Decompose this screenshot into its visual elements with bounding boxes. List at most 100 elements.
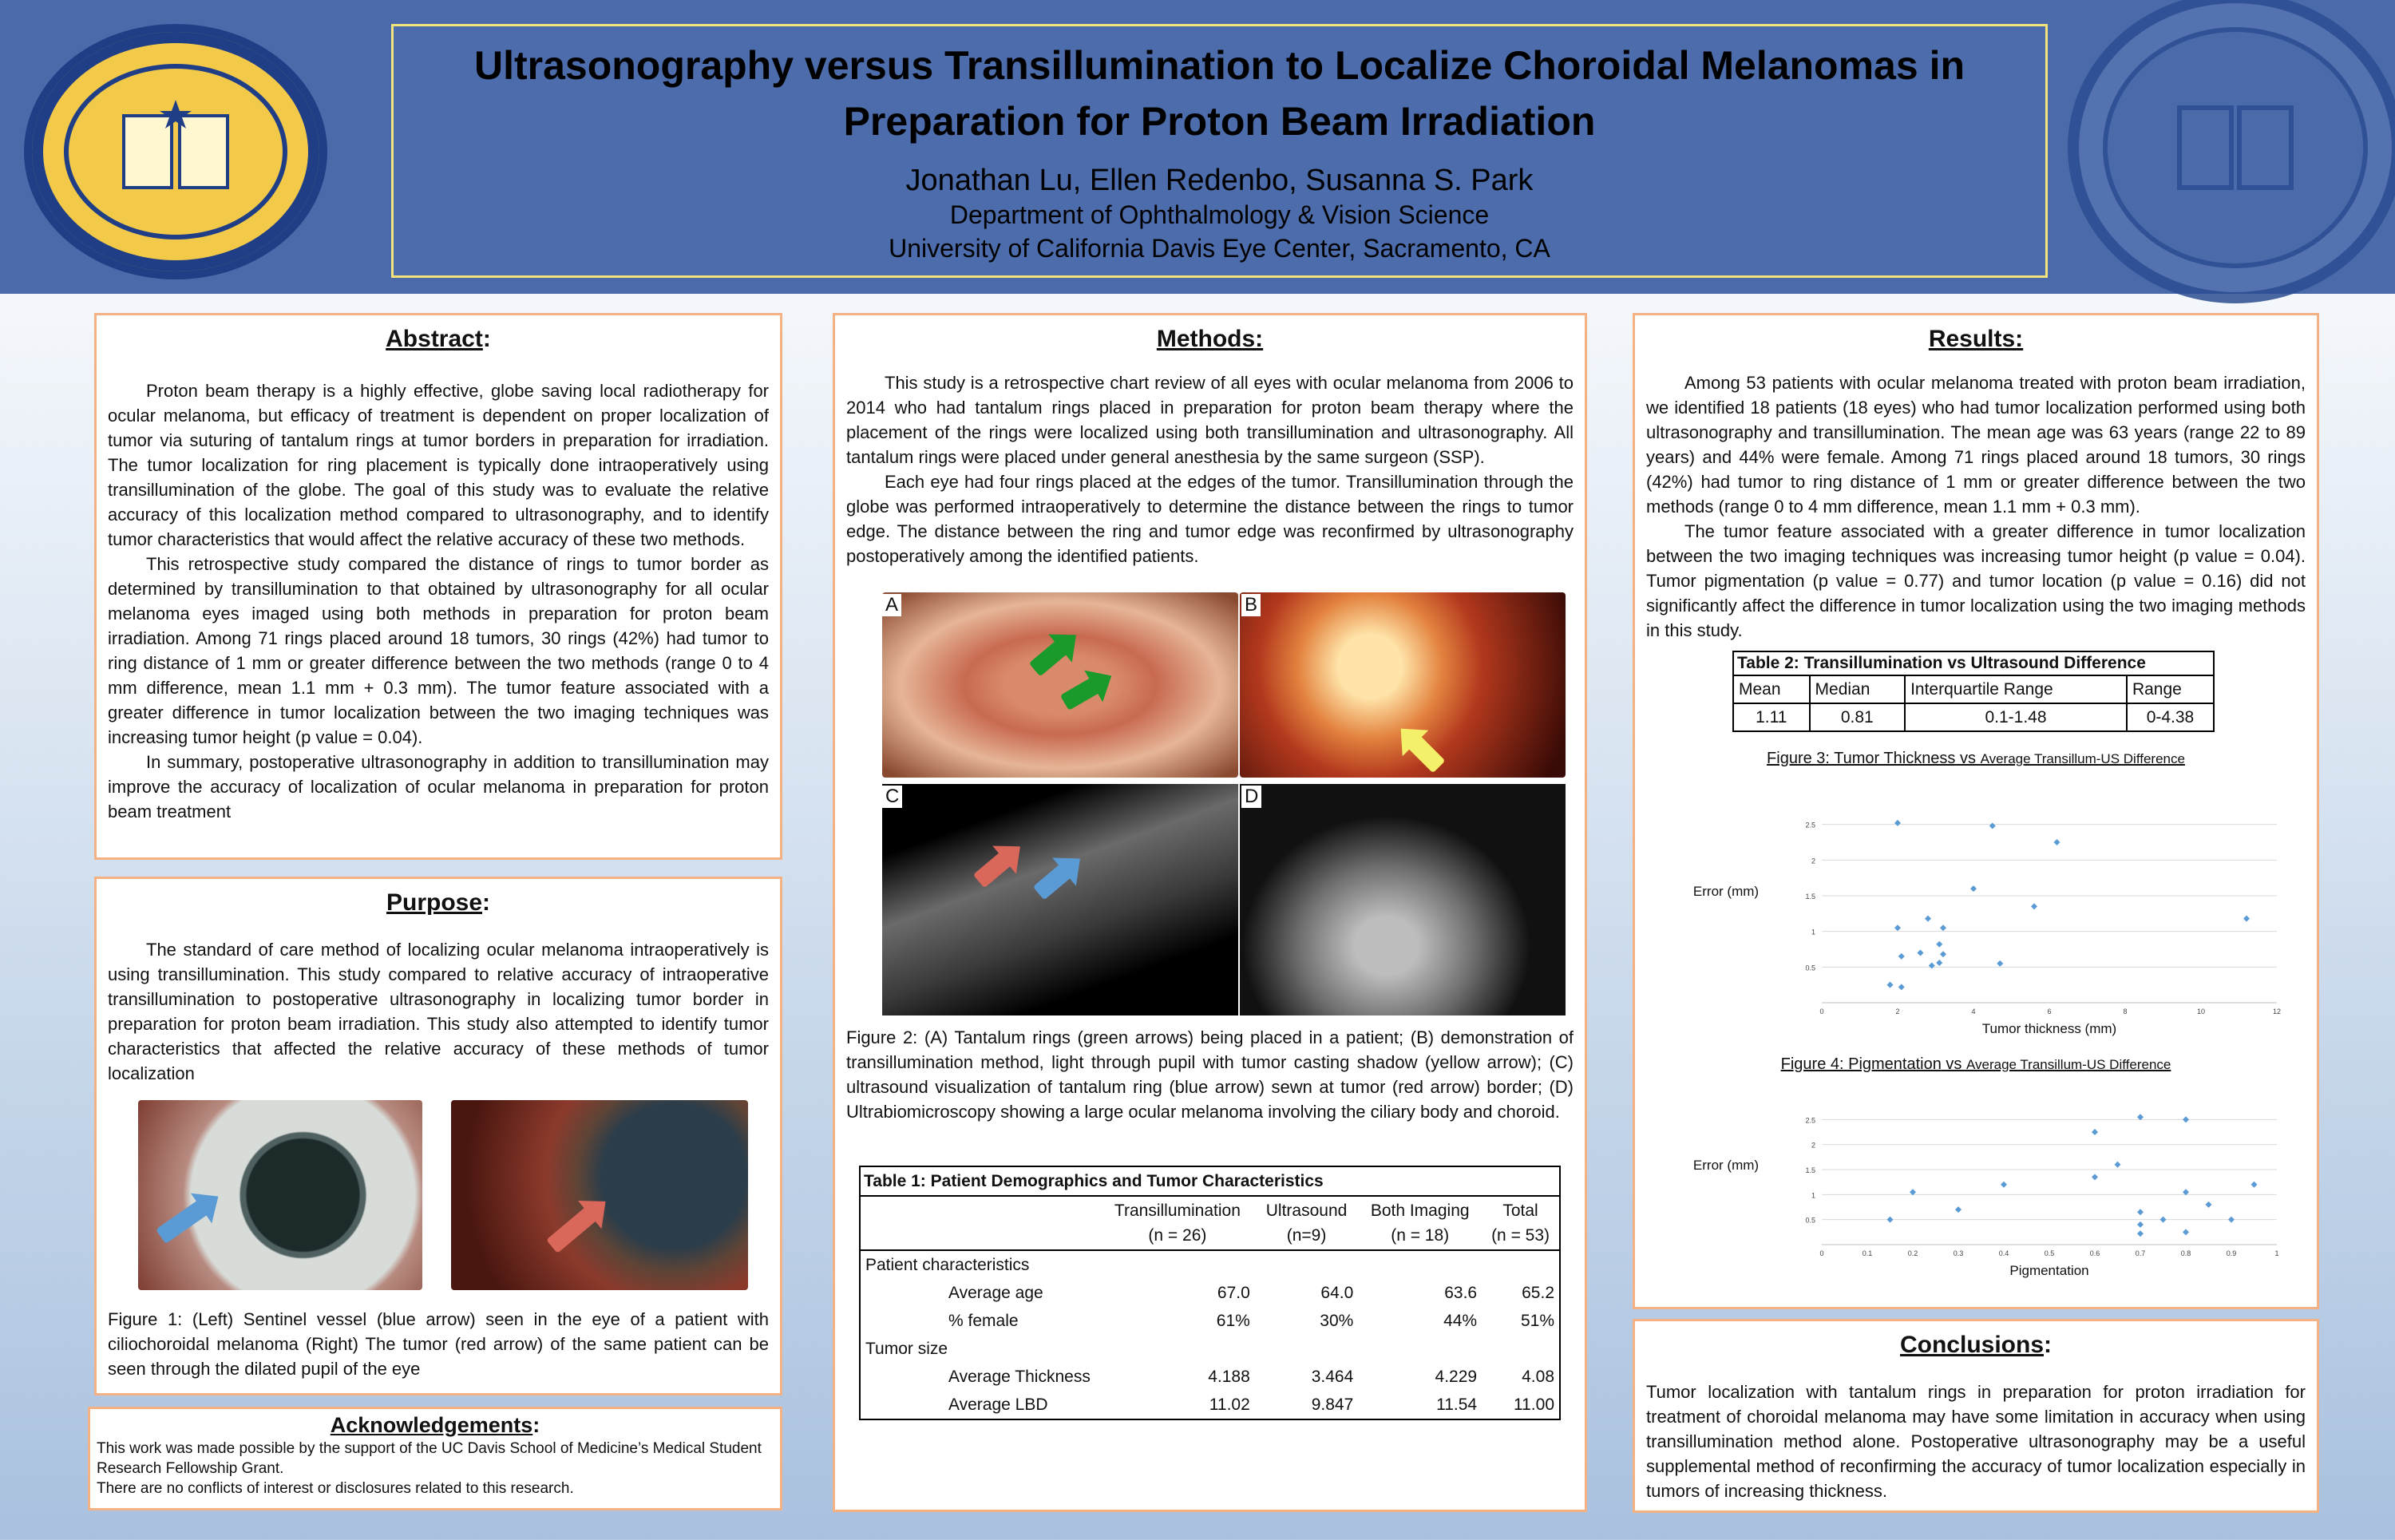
data-point <box>1898 952 1905 960</box>
figure1-caption: Figure 1: (Left) Sentinel vessel (blue a… <box>108 1309 769 1379</box>
y-tick-label: 1 <box>1811 1191 1815 1199</box>
x-tick-label: 0.1 <box>1863 1249 1873 1257</box>
methods-paragraph: Each eye had four rings placed at the ed… <box>846 472 1574 566</box>
figure3-scatter-chart: 0.5 1 1.5 2 2.5 0 2 4 6 8 10 12 Error (mm) Tumor thic… <box>1693 819 2281 1036</box>
data-point <box>1940 924 1946 932</box>
table1-col-header: Both Imaging (n = 18) <box>1370 1202 1470 1245</box>
x-axis-label: Pigmentation <box>2009 1263 2088 1278</box>
data-point <box>2159 1216 2167 1223</box>
y-tick-label: 0.5 <box>1805 1217 1815 1225</box>
data-point <box>2092 1174 2098 1181</box>
data-point <box>1886 981 1894 988</box>
x-tick-label: 2 <box>1895 1008 1899 1015</box>
table-row: Average Thickness 4.188 3.464 4.229 4.08 <box>948 1368 1554 1386</box>
table-row: Average age 67.0 64.0 63.6 65.2 <box>948 1284 1554 1302</box>
data-point <box>1955 1206 1962 1213</box>
figure2-label-a: A <box>882 594 902 616</box>
table2-title: Table 2: Transillumination vs Ultrasound… <box>1734 652 2213 676</box>
data-point <box>2205 1201 2212 1208</box>
data-point <box>2137 1230 2144 1237</box>
sentinel-vessel-eye-photo <box>138 1100 422 1290</box>
y-tick-label: 2.5 <box>1805 821 1815 829</box>
figure2-caption: Figure 2: (A) Tantalum rings (green arro… <box>846 1027 1574 1122</box>
table1-title: Table 1: Patient Demographics and Tumor … <box>861 1167 1559 1197</box>
data-point <box>2183 1189 2189 1196</box>
y-axis-label: Error (mm) <box>1693 1158 1759 1173</box>
data-point <box>2183 1116 2189 1123</box>
table1: Table 1: Patient Demographics and Tumor … <box>859 1166 1561 1420</box>
results-heading: Results: <box>1928 326 2024 352</box>
x-tick-label: 6 <box>2047 1008 2051 1015</box>
table-row: 1.11 0.81 0.1-1.48 0-4.38 <box>1734 703 2213 730</box>
uc-davis-seal-logo <box>24 24 327 279</box>
x-tick-label: 0.2 <box>1908 1249 1918 1257</box>
abstract-paragraph: This retrospective study compared the di… <box>108 554 769 747</box>
results-paragraph: The tumor feature associated with a grea… <box>1646 521 2306 640</box>
y-tick-label: 0.5 <box>1805 964 1815 972</box>
y-tick-label: 1.5 <box>1805 1166 1815 1174</box>
x-tick-label: 0.6 <box>2090 1249 2100 1257</box>
disclosure-text: There are no conflicts of interest or di… <box>97 1480 574 1497</box>
title-block: Ultrasonography versus Transillumination… <box>391 24 2048 278</box>
x-tick-label: 0 <box>1819 1008 1823 1015</box>
data-point <box>2243 915 2250 922</box>
abstract-paragraph: In summary, postoperative ultrasonograph… <box>108 752 769 821</box>
x-tick-label: 0.7 <box>2136 1249 2146 1257</box>
purpose-heading: Purpose: <box>386 889 491 916</box>
data-point <box>1886 1216 1894 1223</box>
results-paragraph: Among 53 patients with ocular melanoma t… <box>1646 373 2306 517</box>
data-point <box>1917 949 1924 956</box>
data-point <box>1928 962 1935 969</box>
data-point <box>2031 903 2037 910</box>
y-tick-label: 1.5 <box>1805 893 1815 901</box>
x-tick-label: 0.4 <box>1999 1249 2009 1257</box>
data-point <box>2137 1114 2144 1121</box>
x-axis-label: Tumor thickness (mm) <box>1982 1021 2116 1036</box>
data-point <box>1936 940 1943 948</box>
data-point <box>1936 959 1943 966</box>
table-row: Average LBD 11.02 9.847 11.54 11.00 <box>948 1396 1554 1414</box>
conclusions-panel: Conclusions: Tumor localization with tan… <box>1633 1319 2319 1513</box>
poster-title: Ultrasonography versus Transillumination… <box>473 43 1965 144</box>
table-row: % female 61% 30% 44% 51% <box>948 1312 1554 1330</box>
methods-heading: Methods: <box>1156 326 1264 352</box>
y-axis-label: Error (mm) <box>1693 884 1759 899</box>
y-tick-label: 2.5 <box>1805 1116 1815 1124</box>
x-tick-label: 0.3 <box>1954 1249 1964 1257</box>
y-tick-label: 2 <box>1811 857 1815 865</box>
data-point <box>1898 984 1905 991</box>
data-point <box>2001 1181 2007 1188</box>
table1-grid: Transillumination (n = 26) Ultrasound (n=9… <box>861 1197 1559 1419</box>
data-point <box>1894 819 1901 826</box>
x-tick-label: 0.9 <box>2227 1249 2237 1257</box>
x-tick-label: 10 <box>2197 1008 2205 1015</box>
acknowledgements-text: This work was made possible by the suppo… <box>97 1440 762 1477</box>
figure2d-ultrabiomicroscopy-image <box>1240 784 1566 1015</box>
results-panel: Results: Among 53 patients with ocular m… <box>1633 313 2319 1309</box>
methods-panel: Methods: This study is a retrospective c… <box>833 313 1587 1512</box>
book-icon <box>122 100 229 189</box>
table2-grid: Mean Median Interquartile Range Range 1.… <box>1734 676 2213 730</box>
conclusions-text: Tumor localization with tantalum rings i… <box>1646 1382 2306 1501</box>
data-point <box>1997 960 2004 967</box>
institution: University of California Davis Eye Cente… <box>889 234 1550 263</box>
data-point <box>2053 839 2060 845</box>
data-point <box>1910 1189 1916 1196</box>
x-tick-label: 1 <box>2274 1249 2278 1257</box>
uc-seal-watermark-logo <box>2068 0 2395 303</box>
x-tick-label: 8 <box>2123 1008 2127 1015</box>
figure3-title: Figure 3: Tumor Thickness vs Average Tra… <box>1767 750 2185 767</box>
data-point <box>1970 885 1977 893</box>
data-point <box>1894 924 1901 932</box>
data-point <box>2228 1216 2235 1223</box>
authors: Jonathan Lu, Ellen Redenbo, Susanna S. P… <box>905 164 1534 197</box>
y-tick-label: 1 <box>1811 928 1815 936</box>
figure2-label-d: D <box>1241 786 1262 808</box>
table1-section-row: Patient characteristics <box>861 1249 1559 1279</box>
book-icon <box>2177 105 2294 190</box>
table1-col-header: Ultrasound (n=9) <box>1265 1202 1348 1245</box>
purpose-paragraph: The standard of care method of localizin… <box>108 940 769 1083</box>
y-tick-label: 2 <box>1811 1142 1815 1150</box>
conclusions-heading: Conclusions: <box>1899 1332 2052 1358</box>
acknowledgements-heading: Acknowledgements: <box>330 1413 540 1437</box>
